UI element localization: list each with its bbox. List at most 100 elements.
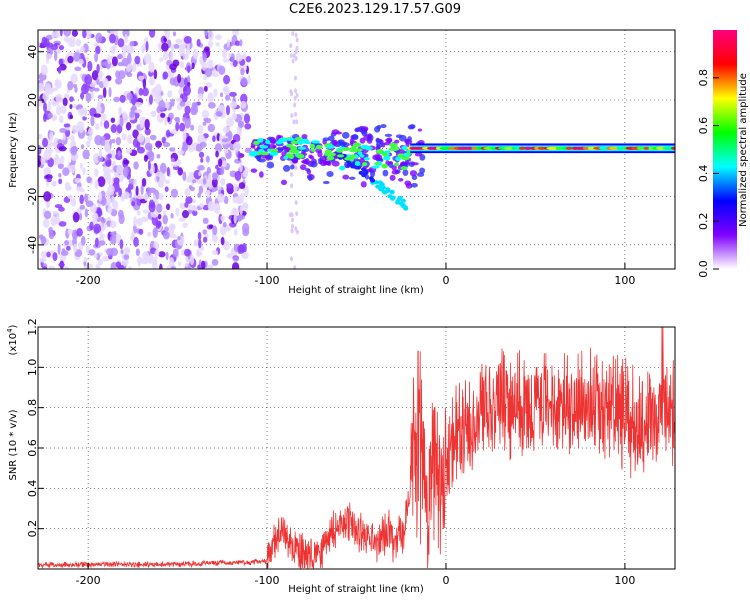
spectrogram-trace-blob [395, 134, 403, 139]
spectrogram-noise-blob [160, 112, 166, 118]
spectrogram-trace-blob [636, 146, 645, 150]
spectrogram-trace-blob [388, 147, 397, 151]
spectrogram-noise-blob [68, 40, 76, 48]
spectrogram-noise-blob [162, 71, 169, 80]
spectrogram-noise-blob [289, 256, 293, 262]
spectrogram-noise-blob [218, 65, 226, 75]
spectrogram-noise-blob [213, 88, 218, 98]
spectrogram-trace-blob [290, 164, 295, 170]
spectrogram-trace-blob [324, 152, 331, 156]
spectrogram-noise-blob [62, 167, 70, 177]
spectrogram-noise-blob [207, 59, 214, 69]
spectrogram-noise-blob [97, 94, 104, 100]
spectrogram-noise-blob [173, 44, 180, 50]
spectrogram-noise-blob [231, 262, 240, 269]
spectrogram-noise-blob [138, 75, 145, 81]
spectrogram-trace-blob [269, 151, 279, 156]
spectrogram-noise-blob [66, 245, 71, 251]
spectrogram-noise-blob [126, 72, 133, 78]
spectrogram-noise-blob [150, 110, 157, 118]
spectrogram-noise-blob [148, 202, 156, 213]
spectrogram-noise-blob [80, 83, 89, 95]
spectrogram-noise-blob [61, 248, 66, 253]
spectrogram-noise-blob [140, 184, 144, 195]
spectrogram-trace-blob [322, 180, 330, 185]
spectrogram-noise-blob [175, 207, 180, 217]
spectrogram-noise-blob [126, 92, 133, 101]
spectrogram-noise-blob [70, 197, 77, 207]
spectrogram-noise-blob [69, 104, 73, 110]
spectrogram-trace-blob [304, 168, 311, 172]
spectrogram-noise-blob [118, 106, 123, 116]
spectrogram-noise-blob [178, 217, 186, 222]
spectrogram-noise-blob [48, 231, 55, 240]
spectrogram-noise-blob [77, 106, 86, 116]
spectrogram-noise-blob [155, 140, 162, 148]
spectrogram-noise-blob [121, 133, 127, 141]
spectrogram-trace-blob [361, 126, 369, 132]
spectrogram-noise-blob [294, 32, 298, 38]
spectrogram-noise-blob [52, 216, 61, 225]
spectrogram-noise-blob [291, 58, 295, 64]
spectrogram-trace-blob [250, 168, 258, 173]
spectrogram-noise-blob [200, 260, 206, 269]
spectrogram-noise-blob [118, 70, 126, 80]
spectrogram-noise-blob [162, 210, 167, 216]
spectrogram-noise-blob [58, 58, 64, 66]
spectrogram-noise-blob [233, 243, 239, 253]
spectrogram-noise-blob [69, 135, 75, 142]
spectrogram-noise-blob [187, 65, 191, 74]
spectrogram-noise-blob [140, 216, 149, 223]
spectrogram-trace-blob [350, 164, 356, 169]
spectrogram-noise-blob [245, 56, 252, 63]
spectrogram-noise-blob [167, 90, 173, 98]
spectrogram-noise-blob [152, 194, 156, 202]
spectrogram-noise-blob [198, 238, 202, 249]
spectrogram-noise-blob [290, 223, 294, 229]
spectrogram-noise-blob [58, 262, 65, 267]
spectrogram-noise-blob [202, 177, 207, 185]
spectrogram-noise-blob [100, 233, 106, 239]
spectrogram-noise-blob [192, 49, 199, 60]
spectrogram-noise-blob [77, 125, 84, 134]
spectrogram-trace-blob [390, 196, 396, 201]
snr-panel: -200 -100 0 100 0.2 0.4 0.6 0.8 1.0 1.2 Height o… [6, 318, 676, 595]
spectrogram-noise-blob [143, 37, 149, 42]
spectrogram-noise-blob [221, 160, 228, 168]
spectrogram-noise-blob [240, 67, 245, 76]
spectrogram-noise-blob [226, 253, 234, 259]
spectrogram-noise-blob [88, 127, 94, 135]
spectrogram-noise-blob [143, 53, 152, 64]
spectrogram-noise-blob [57, 163, 64, 170]
spectrogram-noise-blob [218, 158, 223, 167]
spectrogram-noise-blob [163, 30, 168, 35]
spectrogram-noise-blob [170, 188, 179, 198]
spectrogram-noise-blob [196, 251, 203, 256]
spectrogram-noise-blob [48, 226, 53, 234]
spectrogram-noise-blob [115, 70, 121, 79]
spectrogram-noise-blob [236, 215, 242, 222]
spectrogram-noise-blob [166, 203, 171, 211]
spectrogram-trace-blob [397, 153, 405, 158]
spectrogram-noise-blob [51, 114, 56, 122]
spectrogram-trace-blob [369, 170, 376, 178]
snr-y-tick-label: 0.6 [26, 439, 39, 457]
spectrogram-y-ticks: -40 -20 0 20 40 [26, 45, 44, 254]
spectrogram-noise-blob [76, 104, 83, 110]
spectrogram-noise-blob [91, 218, 98, 225]
spectrogram-noise-blob [295, 45, 299, 51]
spectrogram-noise-blob [45, 52, 52, 60]
spectrogram-trace-blob [378, 187, 384, 192]
colorbar-ticks: 0.0 0.2 0.4 0.6 0.8 [697, 69, 719, 278]
spectrogram-noise-blob [161, 136, 166, 144]
spectrogram-noise-blob [293, 265, 297, 269]
spectrogram-noise-blob [82, 167, 86, 176]
spectrogram-noise-blob [115, 77, 123, 85]
spectrogram-trace-blob [299, 164, 307, 171]
spectrogram-noise-blob [73, 51, 81, 62]
spectrogram-noise-blob [80, 144, 85, 150]
spectrogram-noise-blob [294, 88, 298, 94]
spectrogram-trace-blob [375, 149, 384, 154]
spectrogram-noise-blob [117, 53, 123, 60]
spectrogram-trace-blob [360, 181, 367, 188]
